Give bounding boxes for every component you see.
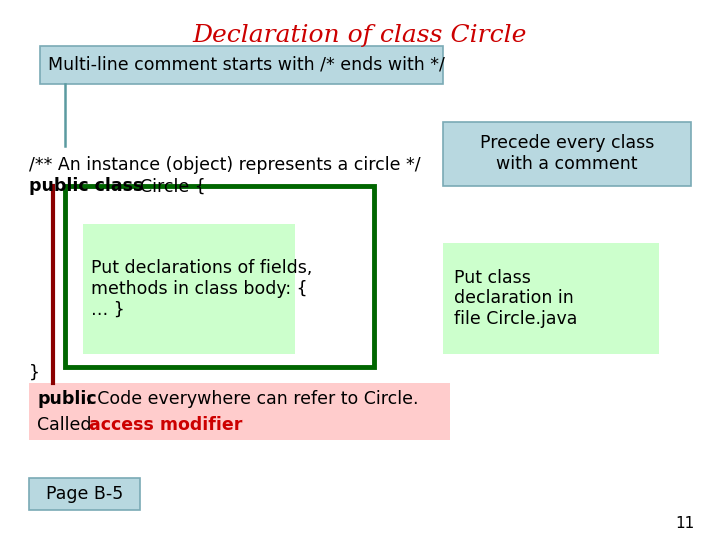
FancyBboxPatch shape [29, 383, 450, 440]
Text: 11: 11 [675, 516, 695, 531]
Text: Called: Called [37, 416, 97, 434]
Text: : Code everywhere can refer to Circle.: : Code everywhere can refer to Circle. [86, 390, 419, 408]
FancyBboxPatch shape [40, 46, 443, 84]
Text: public class: public class [29, 177, 143, 195]
Text: }: } [29, 363, 40, 382]
Text: access modifier: access modifier [89, 416, 243, 434]
FancyBboxPatch shape [83, 224, 295, 354]
Text: Precede every class
with a comment: Precede every class with a comment [480, 134, 654, 173]
FancyBboxPatch shape [443, 243, 659, 354]
Text: Multi-line comment starts with /* ends with */: Multi-line comment starts with /* ends w… [48, 56, 445, 74]
FancyBboxPatch shape [29, 478, 140, 510]
Text: Circle {: Circle { [140, 177, 206, 195]
Text: Declaration of class Circle: Declaration of class Circle [193, 24, 527, 46]
Text: public: public [37, 390, 97, 408]
Text: Put declarations of fields,
methods in class body: {
… }: Put declarations of fields, methods in c… [91, 259, 312, 319]
FancyBboxPatch shape [443, 122, 691, 186]
Text: /** An instance (object) represents a circle */: /** An instance (object) represents a ci… [29, 156, 420, 174]
Text: Page B-5: Page B-5 [46, 485, 123, 503]
Text: Put class
declaration in
file Circle.java: Put class declaration in file Circle.jav… [454, 268, 577, 328]
